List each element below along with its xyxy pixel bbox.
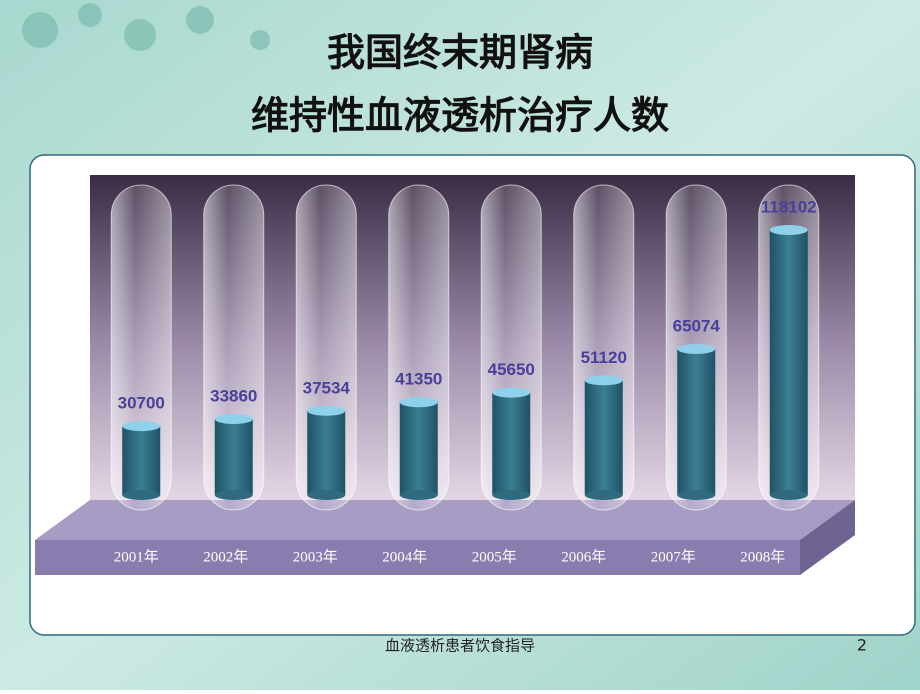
bar	[584, 380, 623, 495]
bar	[769, 230, 808, 495]
chart-title: 我国终末期肾病	[327, 31, 593, 75]
bar-cap	[492, 387, 531, 398]
bar	[399, 402, 438, 495]
bar-base	[492, 490, 531, 500]
decoration	[22, 3, 270, 51]
bar	[307, 410, 346, 495]
value-label: 118102	[761, 197, 817, 216]
bar-cap	[122, 421, 161, 432]
platform-front	[35, 540, 800, 575]
footer: 血液透析患者饮食指导	[385, 637, 535, 655]
bar-base	[307, 490, 346, 500]
bar	[492, 392, 531, 495]
x-tick-label: 2004年	[382, 548, 427, 565]
bar-cap	[584, 375, 623, 386]
value-label: 30700	[118, 394, 165, 413]
platform-side	[800, 500, 855, 575]
value-label: 41350	[395, 370, 442, 389]
value-label: 65074	[673, 316, 721, 335]
value-label: 37534	[303, 378, 351, 397]
value-label: 45650	[488, 360, 535, 379]
page-number: 2	[857, 636, 867, 655]
x-tick-label: 2008年	[740, 548, 785, 565]
bar-cap	[399, 397, 438, 408]
x-tick-label: 2002年	[203, 548, 248, 565]
bar	[122, 426, 161, 495]
chart-title: 维持性血液透析治疗人数	[251, 94, 669, 138]
bar-cap	[307, 405, 346, 416]
x-tick-label: 2006年	[561, 548, 606, 565]
bar-base	[677, 490, 716, 500]
value-label: 33860	[210, 387, 257, 406]
bar-cap	[677, 343, 716, 354]
x-tick-label: 2007年	[651, 548, 696, 565]
bar-base	[584, 490, 623, 500]
bar-cap	[214, 414, 253, 425]
bar-base	[122, 490, 161, 500]
bar-base	[214, 490, 253, 500]
x-tick-label: 2005年	[472, 548, 517, 565]
bar-base	[399, 490, 438, 500]
bar	[677, 348, 716, 495]
value-label: 51120	[581, 348, 627, 367]
bar	[214, 419, 253, 495]
bar-cap	[769, 225, 808, 235]
bar-base	[769, 490, 808, 500]
x-tick-label: 2003年	[293, 548, 338, 565]
x-tick-label: 2001年	[114, 548, 159, 565]
platform-top	[35, 500, 855, 540]
